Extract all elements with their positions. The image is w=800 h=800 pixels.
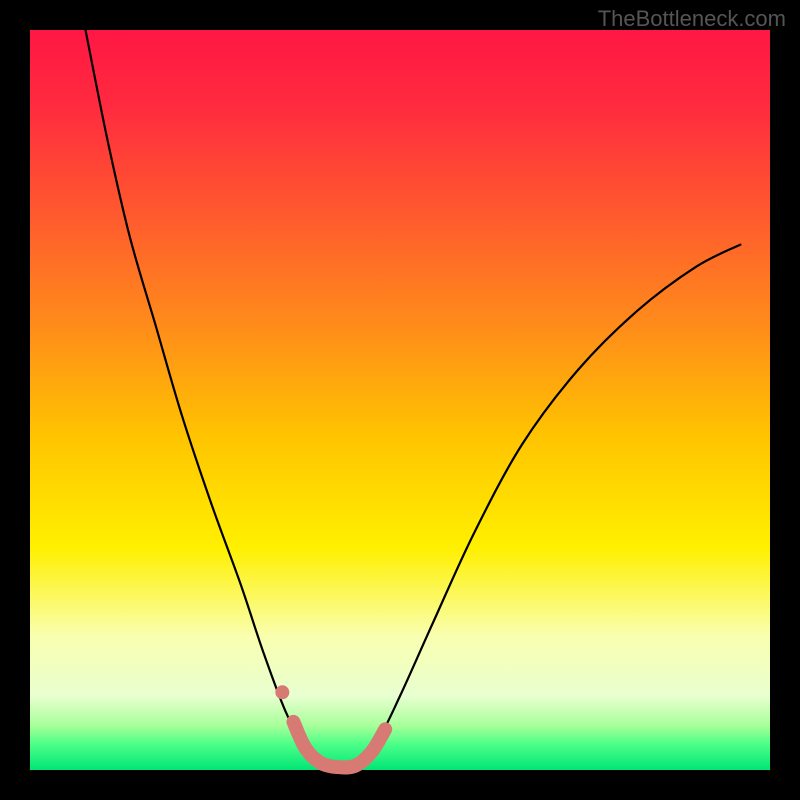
chart-stage: TheBottleneck.com	[0, 0, 800, 800]
trough-marker-dot	[275, 685, 289, 699]
bottleneck-chart-svg	[0, 0, 800, 800]
plot-background	[30, 30, 770, 770]
watermark-text: TheBottleneck.com	[598, 6, 786, 32]
